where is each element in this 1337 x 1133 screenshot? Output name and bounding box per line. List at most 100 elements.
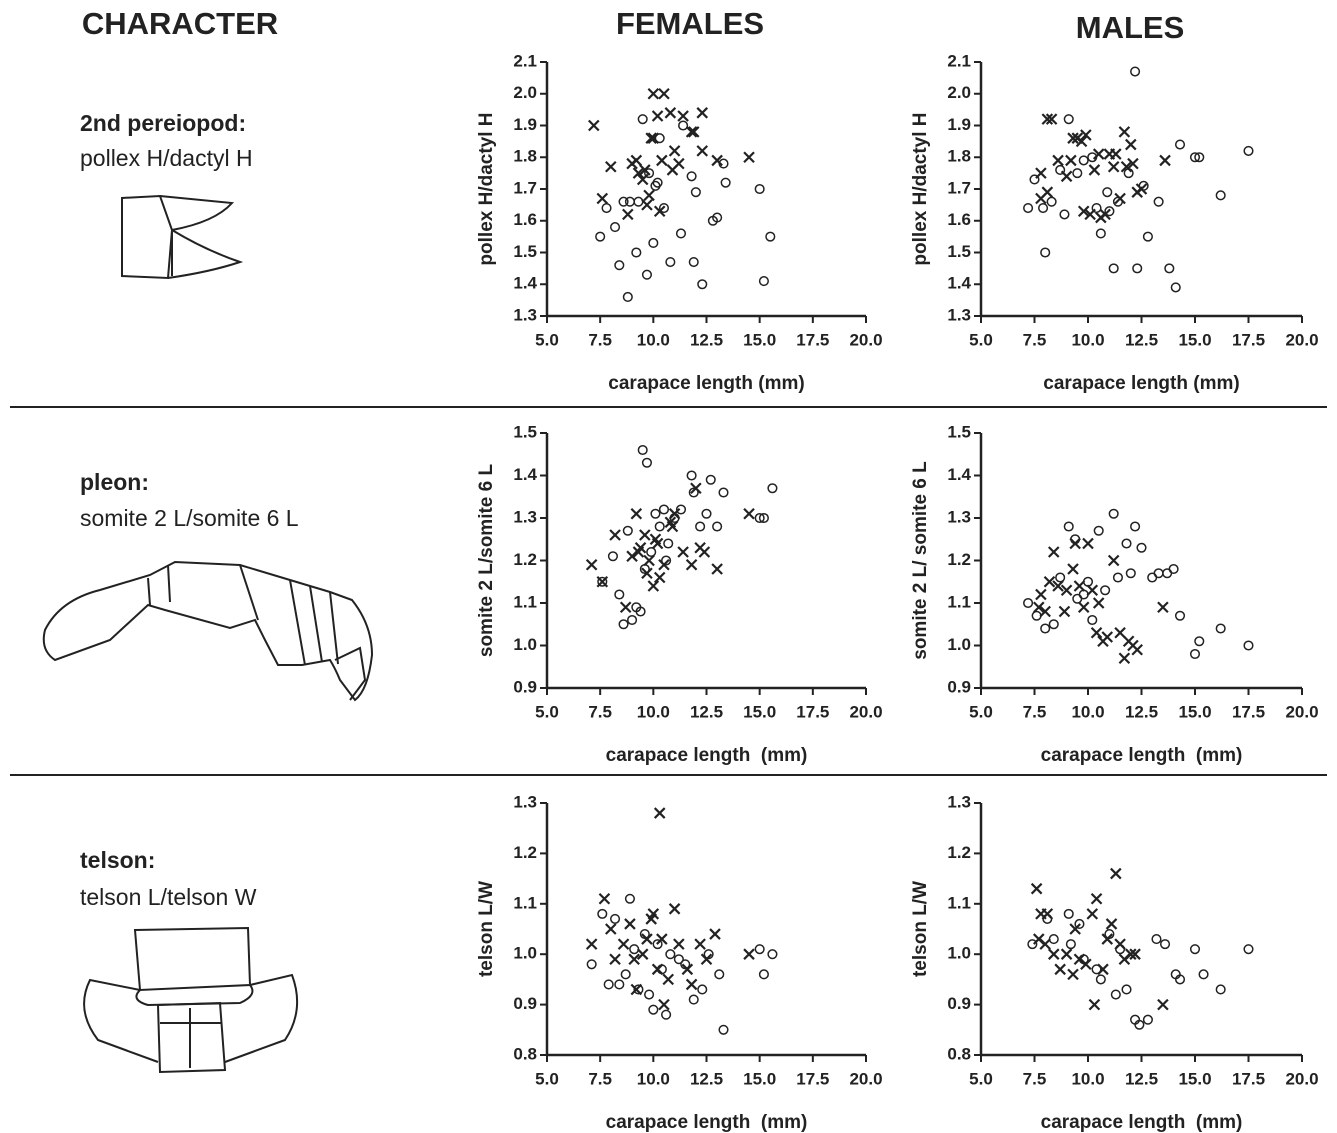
- circle-marker: [1109, 509, 1118, 518]
- x-tick-label: 10.0: [637, 702, 670, 721]
- x-axis-label: carapace length (mm): [1041, 745, 1243, 766]
- y-axis-label: somite 2 L/ somite 6 L: [910, 461, 931, 660]
- x-tick-label: 12.5: [690, 1069, 723, 1088]
- circle-marker: [1097, 229, 1106, 238]
- circle-marker: [619, 620, 628, 629]
- claw-drawing: [122, 196, 240, 278]
- circle-marker: [621, 970, 630, 979]
- x-tick-label: 7.5: [1023, 330, 1047, 349]
- x-tick-label: 10.0: [1071, 330, 1104, 349]
- circle-marker: [1103, 188, 1112, 197]
- circle-marker: [1028, 940, 1037, 949]
- x-marker: [670, 904, 680, 914]
- x-tick-label: 7.5: [588, 702, 612, 721]
- y-tick-label: 0.9: [947, 994, 971, 1013]
- y-tick-label: 1.8: [513, 147, 537, 166]
- y-tick-label: 1.6: [947, 210, 971, 229]
- circle-marker: [1216, 191, 1225, 200]
- x-marker: [1096, 213, 1106, 223]
- circle-marker: [1024, 599, 1033, 608]
- circle-marker: [1092, 204, 1101, 213]
- circle-marker: [1169, 565, 1178, 574]
- x-tick-label: 7.5: [1023, 702, 1047, 721]
- x-marker: [697, 146, 707, 156]
- y-tick-label: 0.9: [947, 677, 971, 696]
- x-marker: [1132, 645, 1142, 655]
- x-tick-label: 17.5: [1232, 330, 1265, 349]
- x-tick-label: 5.0: [535, 330, 559, 349]
- circle-marker: [1195, 637, 1204, 646]
- x-tick-label: 10.0: [1071, 1069, 1104, 1088]
- circle-marker: [632, 248, 641, 257]
- circle-marker: [1244, 147, 1253, 156]
- y-tick-label: 1.0: [513, 635, 537, 654]
- x-marker: [619, 939, 629, 949]
- y-tick-label: 1.6: [513, 210, 537, 229]
- circle-marker: [1064, 522, 1073, 531]
- x-marker: [665, 108, 675, 118]
- x-tick-label: 7.5: [1023, 1069, 1047, 1088]
- x-marker: [631, 155, 641, 165]
- character-name: pleon:: [80, 469, 149, 495]
- x-tick-label: 12.5: [1125, 330, 1158, 349]
- x-marker: [625, 919, 635, 929]
- x-marker: [697, 108, 707, 118]
- x-marker: [1055, 964, 1065, 974]
- x-marker: [638, 949, 648, 959]
- y-tick-label: 1.9: [947, 115, 971, 134]
- x-marker: [659, 89, 669, 99]
- x-marker: [587, 939, 597, 949]
- x-tick-label: 10.0: [637, 1069, 670, 1088]
- x-marker: [657, 155, 667, 165]
- circle-marker: [721, 178, 730, 187]
- circle-marker: [1079, 156, 1088, 165]
- x-tick-label: 5.0: [535, 702, 559, 721]
- x-marker: [644, 556, 654, 566]
- circle-marker: [626, 894, 635, 903]
- circle-marker: [587, 960, 596, 969]
- circle-marker: [662, 1010, 671, 1019]
- x-tick-label: 5.0: [969, 702, 993, 721]
- circle-marker: [1067, 940, 1076, 949]
- circle-marker: [1056, 573, 1065, 582]
- x-tick-label: 7.5: [588, 1069, 612, 1088]
- character-description: pollex H/dactyl H: [80, 145, 253, 171]
- x-marker: [1107, 919, 1117, 929]
- circle-marker: [1092, 965, 1101, 974]
- x-marker: [695, 939, 705, 949]
- x-tick-label: 20.0: [1285, 330, 1318, 349]
- circle-marker: [1122, 985, 1131, 994]
- y-tick-label: 1.2: [947, 843, 971, 862]
- circle-marker: [1154, 197, 1163, 206]
- x-marker: [1042, 187, 1052, 197]
- x-marker: [1102, 934, 1112, 944]
- x-tick-label: 5.0: [535, 1069, 559, 1088]
- x-marker: [1092, 628, 1102, 638]
- circle-marker: [1165, 264, 1174, 273]
- circle-marker: [596, 232, 605, 241]
- x-marker: [621, 602, 631, 612]
- x-marker: [1079, 602, 1089, 612]
- x-marker: [678, 111, 688, 121]
- x-tick-label: 17.5: [796, 1069, 829, 1088]
- y-tick-label: 1.3: [513, 305, 537, 324]
- circle-marker: [715, 970, 724, 979]
- y-tick-label: 2.1: [947, 51, 971, 70]
- circle-marker: [1131, 522, 1140, 531]
- circle-marker: [615, 590, 624, 599]
- circle-marker: [1064, 115, 1073, 124]
- circle-marker: [1122, 539, 1131, 548]
- x-marker: [623, 209, 633, 219]
- circle-marker: [655, 522, 664, 531]
- circle-marker: [1199, 970, 1208, 979]
- x-tick-label: 12.5: [690, 702, 723, 721]
- x-marker: [1066, 155, 1076, 165]
- x-marker: [1081, 959, 1091, 969]
- circle-marker: [624, 293, 633, 302]
- circle-marker: [1024, 204, 1033, 213]
- y-tick-label: 1.4: [513, 274, 537, 293]
- x-marker: [599, 894, 609, 904]
- circle-marker: [1152, 935, 1161, 944]
- y-tick-label: 1.0: [947, 635, 971, 654]
- scatter-chart: 1.31.41.51.61.71.81.92.02.15.07.510.012.…: [910, 51, 1319, 394]
